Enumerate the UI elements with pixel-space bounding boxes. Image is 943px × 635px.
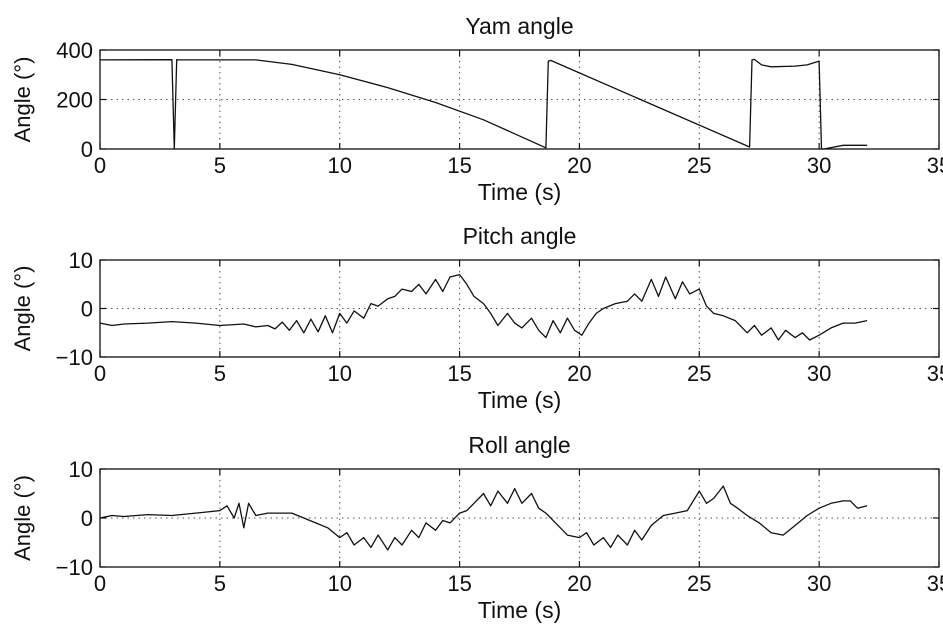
chart-title: Roll angle — [468, 432, 570, 458]
x-tick-label: 30 — [807, 153, 831, 178]
y-tick-label: 0 — [81, 506, 93, 531]
x-tick-label: 0 — [94, 153, 106, 178]
x-tick-label: 30 — [807, 361, 831, 386]
y-tick-label: 0 — [81, 137, 93, 162]
x-tick-label: 0 — [94, 571, 106, 596]
chart-title: Yam angle — [465, 13, 573, 39]
y-tick-label: 200 — [56, 88, 93, 113]
x-tick-label: 10 — [327, 571, 351, 596]
x-tick-label: 5 — [214, 153, 226, 178]
y-tick-label: 10 — [69, 248, 93, 273]
x-tick-label: 15 — [447, 571, 471, 596]
x-tick-label: 35 — [927, 571, 943, 596]
x-tick-label: 20 — [567, 361, 591, 386]
y-tick-label: 400 — [56, 38, 93, 63]
x-tick-label: 35 — [927, 153, 943, 178]
x-tick-label: 5 — [214, 361, 226, 386]
x-tick-label: 0 — [94, 361, 106, 386]
x-tick-label: 5 — [214, 571, 226, 596]
x-tick-label: 10 — [327, 153, 351, 178]
chart-title: Pitch angle — [463, 223, 577, 249]
x-tick-label: 25 — [687, 571, 711, 596]
x-tick-label: 15 — [447, 361, 471, 386]
y-axis-label: Angle (°) — [10, 475, 35, 561]
x-axis-label: Time (s) — [478, 597, 561, 623]
x-tick-label: 25 — [687, 361, 711, 386]
x-tick-label: 20 — [567, 571, 591, 596]
y-tick-label: 0 — [81, 297, 93, 322]
x-tick-label: 20 — [567, 153, 591, 178]
x-tick-label: 10 — [327, 361, 351, 386]
y-tick-label: 10 — [69, 457, 93, 482]
x-tick-label: 35 — [927, 361, 943, 386]
x-tick-label: 25 — [687, 153, 711, 178]
x-tick-label: 30 — [807, 571, 831, 596]
y-axis-label: Angle (°) — [10, 57, 35, 143]
y-tick-label: −10 — [56, 555, 93, 580]
series-line — [99, 58, 868, 150]
yaw-subplot: Yam angle 0 5 10 15 20 25 30 35 0 200 400 Time (s) An… — [10, 13, 943, 205]
series-line — [99, 485, 868, 551]
y-axis-label: Angle (°) — [10, 266, 35, 352]
y-tick-label: −10 — [56, 345, 93, 370]
x-tick-label: 15 — [447, 153, 471, 178]
series-line — [99, 273, 868, 341]
x-axis-label: Time (s) — [478, 179, 561, 205]
x-axis-label: Time (s) — [478, 387, 561, 413]
